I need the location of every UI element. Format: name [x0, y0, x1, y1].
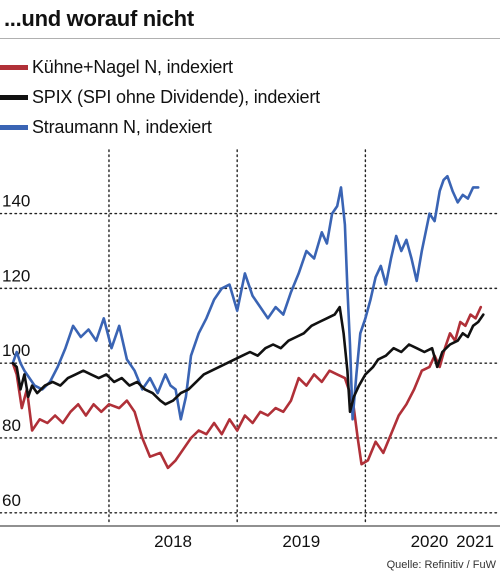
y-tick-label: 100: [2, 341, 30, 360]
title-divider: [0, 38, 500, 39]
legend: Kühne+Nagel N, indexiert SPIX (SPI ohne …: [0, 52, 320, 142]
x-tick-label: 2019: [282, 532, 320, 551]
chart-title: ...und worauf nicht: [4, 6, 194, 31]
legend-swatch-spix: [0, 94, 28, 100]
legend-label-spix: SPIX (SPI ohne Dividende), indexiert: [32, 86, 320, 107]
legend-label-kuehne-nagel: Kühne+Nagel N, indexiert: [32, 56, 233, 77]
y-tick-label: 140: [2, 192, 30, 211]
legend-swatch-kuehne-nagel: [0, 64, 28, 70]
y-tick-label: 80: [2, 416, 21, 435]
series-line-1: [11, 305, 485, 414]
legend-item-kuehne-nagel: Kühne+Nagel N, indexiert: [0, 52, 320, 82]
series-line-2: [11, 174, 480, 421]
legend-item-spix: SPIX (SPI ohne Dividende), indexiert: [0, 82, 320, 112]
legend-swatch-straumann: [0, 124, 28, 130]
x-tick-label: 2020: [411, 532, 449, 551]
x-tick-label: 2018: [154, 532, 192, 551]
source-note: Quelle: Refinitiv / FuW: [386, 559, 496, 571]
y-tick-label: 60: [2, 491, 21, 510]
x-tick-label: 2021: [456, 532, 494, 551]
y-tick-label: 120: [2, 266, 30, 285]
legend-item-straumann: Straumann N, indexiert: [0, 112, 320, 142]
series-line-0: [11, 305, 483, 470]
legend-label-straumann: Straumann N, indexiert: [32, 116, 212, 137]
